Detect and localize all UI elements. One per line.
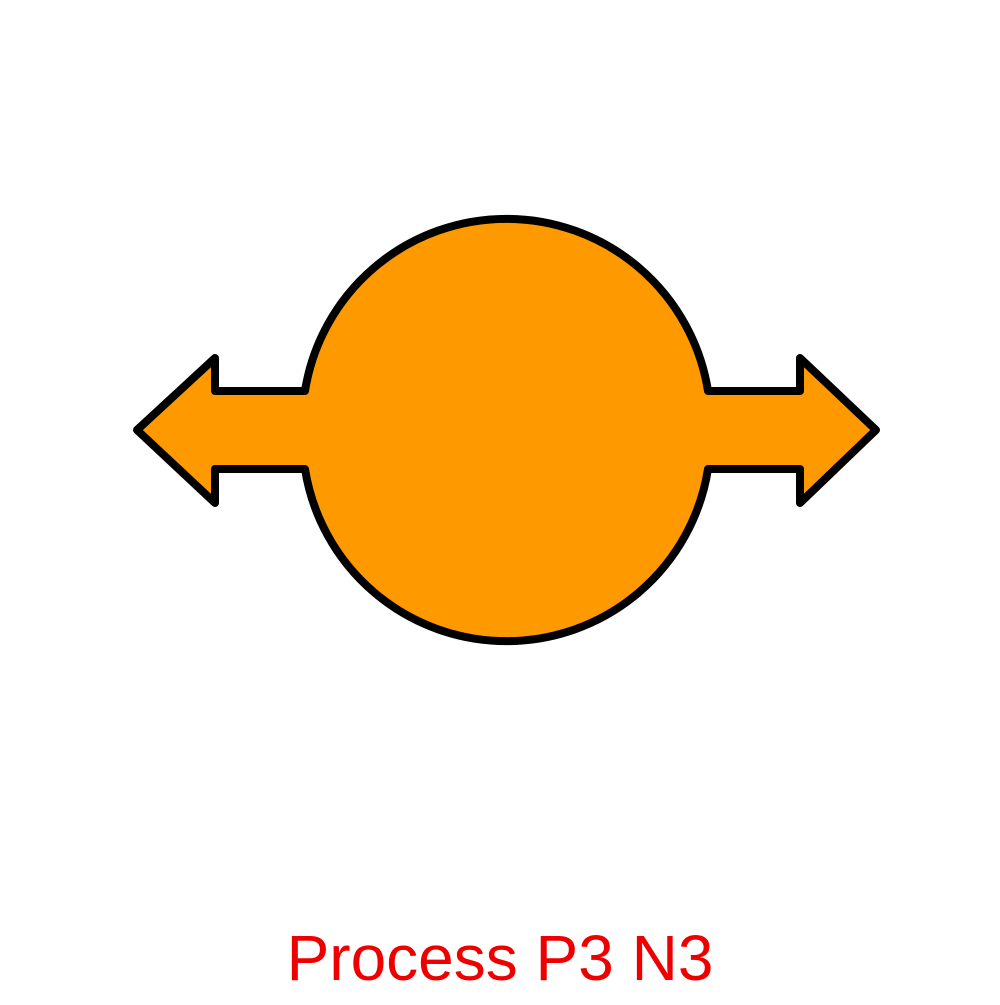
process-symbol-shape [133,214,880,646]
diagram-caption: Process P3 N3 [286,922,714,994]
